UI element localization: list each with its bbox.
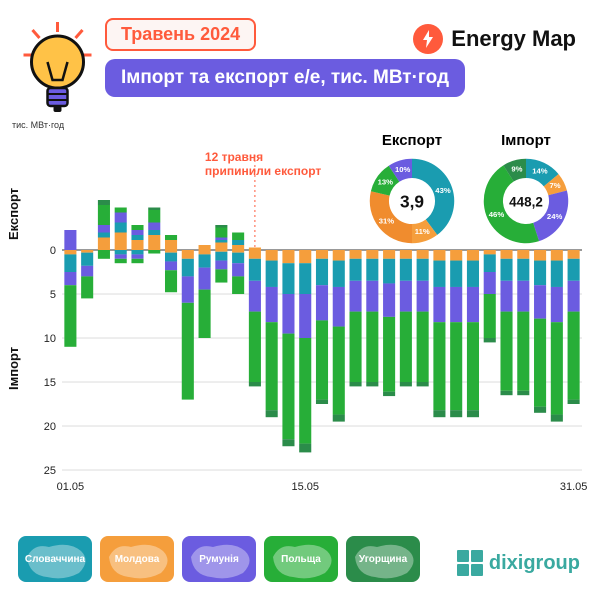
- page-title: Імпорт та експорт е/е, тис. МВт·год: [105, 59, 465, 97]
- country-chip: Румунія: [182, 536, 256, 582]
- country-legend: СловаччинаМолдоваРумуніяПольщаУгорщина: [18, 536, 420, 582]
- svg-text:0: 0: [50, 245, 56, 257]
- svg-text:14%: 14%: [532, 166, 548, 175]
- date-pill: Травень 2024: [105, 18, 256, 51]
- donut-export: Експорт 43% 11% 31% 13%10% 3,9: [364, 132, 460, 254]
- donut-group: Експорт 43% 11% 31% 13%10% 3,9 Імпорт 14%7% 2…: [364, 132, 574, 254]
- country-chip: Угорщина: [346, 536, 420, 582]
- footer-brand-text: dixigroup: [489, 552, 580, 575]
- unit-note: тис. МВт·год: [12, 120, 64, 130]
- svg-text:31.05: 31.05: [560, 481, 588, 493]
- svg-text:9%: 9%: [511, 165, 522, 174]
- donut-import-title: Імпорт: [478, 132, 574, 149]
- donut-export-svg: 43% 11% 31% 13%10% 3,9: [364, 153, 460, 249]
- svg-text:5: 5: [50, 289, 56, 301]
- yaxis-import-label: Імпорт: [6, 347, 21, 390]
- svg-text:13%: 13%: [378, 177, 394, 186]
- svg-text:43%: 43%: [435, 186, 451, 195]
- svg-text:15.05: 15.05: [291, 481, 319, 493]
- country-chip: Молдова: [100, 536, 174, 582]
- svg-text:10%: 10%: [395, 165, 411, 174]
- footer-brand: dixigroup: [457, 550, 580, 576]
- brand-name: Energy Map: [451, 26, 576, 52]
- svg-text:448,2: 448,2: [509, 194, 543, 209]
- country-chip: Польща: [264, 536, 338, 582]
- svg-text:46%: 46%: [489, 210, 505, 219]
- svg-text:01.05: 01.05: [57, 481, 85, 493]
- svg-text:11%: 11%: [415, 227, 430, 236]
- bolt-icon: [413, 24, 443, 54]
- yaxis-export-label: Експорт: [6, 188, 21, 240]
- svg-text:31%: 31%: [379, 216, 395, 225]
- header: Травень 2024 Імпорт та експорт е/е, тис.…: [0, 0, 600, 120]
- svg-text:25: 25: [44, 465, 56, 477]
- svg-text:3,9: 3,9: [400, 191, 424, 211]
- donut-export-title: Експорт: [364, 132, 460, 149]
- svg-text:24%: 24%: [547, 212, 563, 221]
- svg-text:15: 15: [44, 377, 56, 389]
- svg-text:20: 20: [44, 421, 56, 433]
- svg-text:10: 10: [44, 333, 56, 345]
- country-chip: Словаччина: [18, 536, 92, 582]
- annotation: 12 травняприпинили експорт: [205, 150, 321, 179]
- svg-text:7%: 7%: [550, 181, 561, 190]
- donut-import-svg: 14%7% 24% 46% 9% 448,2: [478, 153, 574, 249]
- brand: Energy Map: [413, 24, 576, 54]
- lightbulb-icon: [15, 20, 100, 120]
- dixi-icon: [457, 550, 483, 576]
- donut-import: Імпорт 14%7% 24% 46% 9% 448,2: [478, 132, 574, 254]
